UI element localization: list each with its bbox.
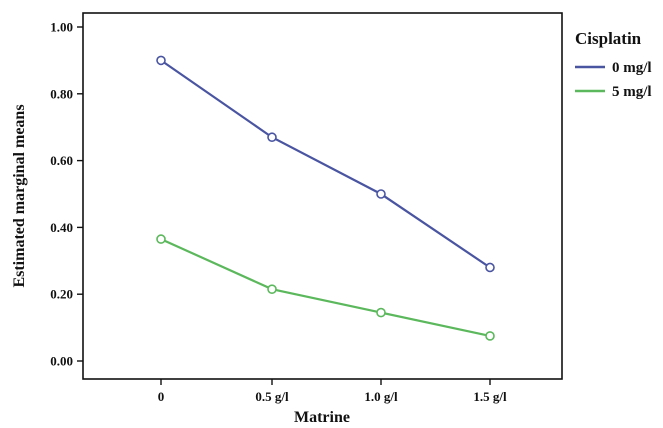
data-point bbox=[267, 284, 277, 294]
data-point bbox=[376, 189, 386, 199]
y-axis: 0.00 0.20 0.40 0.60 0.80 1.00 bbox=[50, 20, 83, 369]
y-tick-label: 0.20 bbox=[50, 287, 73, 302]
series-line-0 bbox=[160, 59, 491, 269]
x-axis-title: Matrine bbox=[294, 409, 350, 426]
series-layer bbox=[156, 55, 495, 341]
y-axis-title: Estimated marginal means bbox=[11, 104, 28, 287]
data-point bbox=[156, 55, 166, 66]
y-tick-label: 0.40 bbox=[50, 220, 73, 235]
x-tick-label: 1.0 g/l bbox=[364, 389, 398, 404]
y-tick-label: 0.00 bbox=[50, 354, 73, 369]
x-axis: 0 0.5 g/l 1.0 g/l 1.5 g/l bbox=[158, 379, 507, 404]
data-point bbox=[267, 132, 277, 143]
legend: Cisplatin 0 mg/l 5 mg/l bbox=[575, 29, 652, 100]
plot-frame bbox=[82, 12, 563, 380]
legend-label-5-mg: 5 mg/l bbox=[612, 84, 652, 100]
y-tick-label: 1.00 bbox=[50, 20, 73, 35]
legend-label-0-mg: 0 mg/l bbox=[612, 60, 652, 76]
legend-title: Cisplatin bbox=[575, 29, 642, 48]
data-point bbox=[156, 234, 166, 244]
x-tick-label: 0.5 g/l bbox=[255, 389, 289, 404]
y-tick-label: 0.60 bbox=[50, 153, 73, 168]
x-tick-label: 0 bbox=[158, 389, 165, 404]
x-tick-label: 1.5 g/l bbox=[473, 389, 507, 404]
y-tick-label: 0.80 bbox=[50, 86, 73, 101]
data-point bbox=[485, 331, 495, 341]
data-point bbox=[376, 307, 386, 318]
series-line-1 bbox=[160, 238, 491, 338]
data-point bbox=[485, 262, 495, 273]
